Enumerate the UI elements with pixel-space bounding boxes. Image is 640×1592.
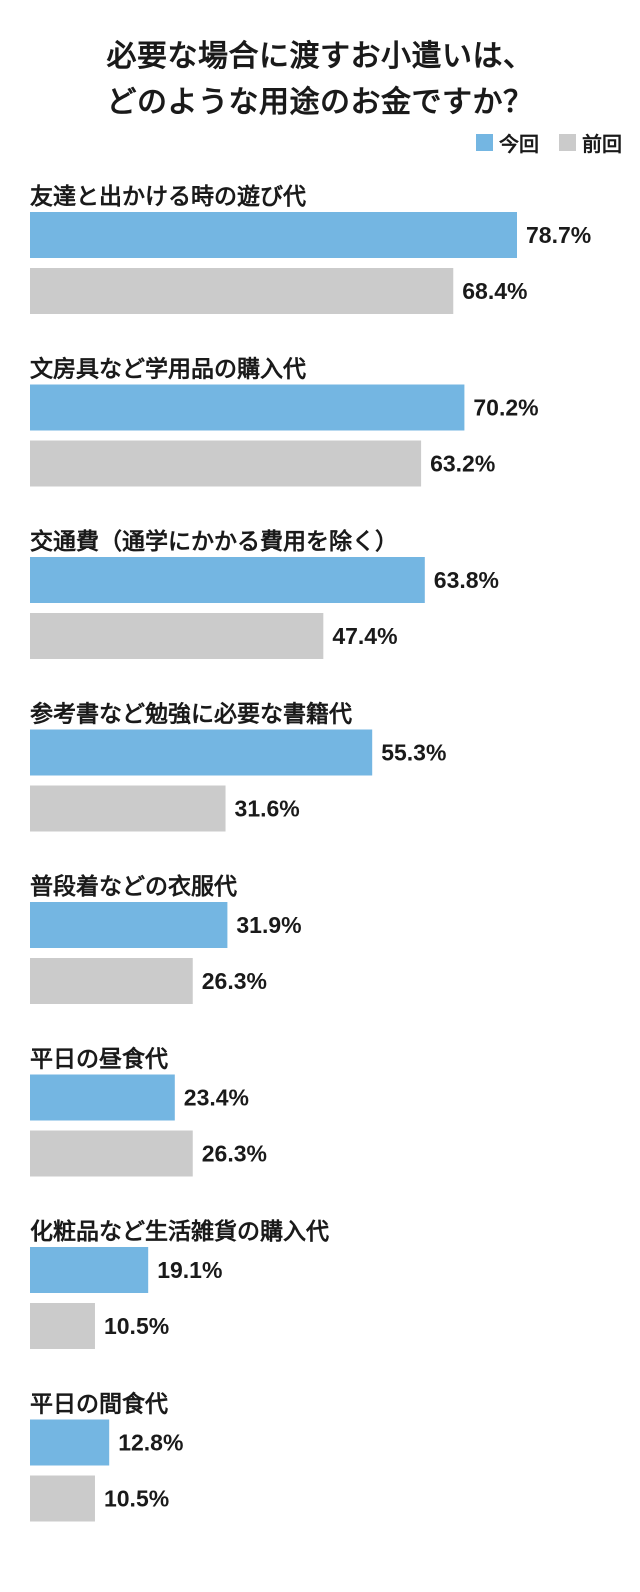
bar-previous <box>30 785 226 832</box>
value-label-previous: 10.5% <box>104 1486 169 1512</box>
legend-item-current: 今回 <box>476 128 539 157</box>
bar-current <box>30 384 465 431</box>
category-label: 普段着などの衣服代 <box>30 873 237 900</box>
category-group: 平日の間食代 12.8% 10.5% <box>30 1391 183 1522</box>
value-label-current: 23.4% <box>184 1085 249 1111</box>
bar-current <box>30 1419 110 1466</box>
category-group: 普段着などの衣服代 31.9% 26.3% <box>30 873 302 1004</box>
legend: 今回 前回 <box>456 128 622 157</box>
bar-current <box>30 1247 149 1293</box>
category-group: 文房具など学用品の購入代 70.2% 63.2% <box>30 356 539 487</box>
chart-title-line-2: どのような用途のお金ですか？ <box>106 85 534 120</box>
category-label: 交通費（通学にかかる費用を除く） <box>30 528 398 555</box>
bar-previous <box>30 268 454 314</box>
category-label: 平日の間食代 <box>30 1391 168 1418</box>
category-group: 友達と出かける時の遊び代 78.7% 68.4% <box>30 183 591 314</box>
legend-label-current: 今回 <box>499 132 539 156</box>
category-label: 友達と出かける時の遊び代 <box>30 183 306 210</box>
bar-previous <box>30 1475 95 1522</box>
value-label-previous: 68.4% <box>462 278 527 304</box>
value-label-current: 78.7% <box>526 222 591 248</box>
value-label-current: 12.8% <box>118 1430 183 1456</box>
category-label: 文房具など学用品の購入代 <box>30 356 306 383</box>
legend-item-previous: 前回 <box>559 128 622 157</box>
category-group: 平日の昼食代 23.4% 26.3% <box>30 1046 267 1177</box>
value-label-previous: 26.3% <box>202 968 267 994</box>
bar-previous <box>30 440 422 487</box>
value-label-previous: 26.3% <box>202 1141 267 1167</box>
value-label-previous: 10.5% <box>104 1313 169 1339</box>
legend-swatch-previous <box>559 134 576 151</box>
category-group: 化粧品など生活雑貨の購入代 19.1% 10.5% <box>30 1218 329 1349</box>
value-label-current: 70.2% <box>473 395 538 421</box>
bar-previous <box>30 613 324 659</box>
value-label-current: 63.8% <box>434 567 499 593</box>
value-label-current: 19.1% <box>157 1257 222 1283</box>
value-label-previous: 47.4% <box>332 623 397 649</box>
value-label-current: 31.9% <box>236 912 301 938</box>
bar-previous <box>30 1303 95 1349</box>
category-group: 参考書など勉強に必要な書籍代 55.3% 31.6% <box>30 701 446 832</box>
bar-previous <box>30 1130 193 1177</box>
bar-previous <box>30 958 193 1004</box>
legend-swatch-current <box>476 134 493 151</box>
category-label: 化粧品など生活雑貨の購入代 <box>30 1218 329 1245</box>
legend-label-previous: 前回 <box>582 132 622 156</box>
bar-current <box>30 212 517 258</box>
category-label: 参考書など勉強に必要な書籍代 <box>30 701 352 728</box>
bar-current <box>30 557 425 603</box>
bar-current <box>30 902 228 948</box>
value-label-previous: 63.2% <box>430 451 495 477</box>
value-label-previous: 31.6% <box>235 796 300 822</box>
chart-title-line-1: 必要な場合に渡すお小遣いは、 <box>106 39 534 74</box>
bar-current <box>30 729 373 776</box>
category-group: 交通費（通学にかかる費用を除く） 63.8% 47.4% <box>30 528 499 659</box>
value-label-current: 55.3% <box>381 740 446 766</box>
category-label: 平日の昼食代 <box>30 1046 168 1073</box>
bar-current <box>30 1074 175 1121</box>
